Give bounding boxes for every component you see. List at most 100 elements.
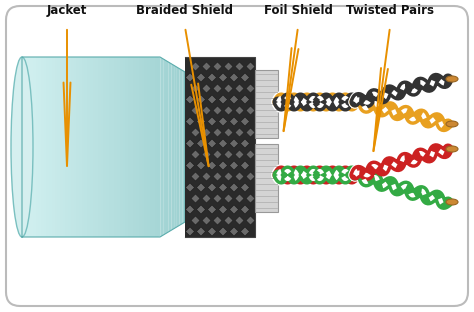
Ellipse shape [446,199,458,205]
Polygon shape [197,139,206,148]
Polygon shape [229,139,238,148]
Polygon shape [246,84,255,93]
Polygon shape [158,57,161,237]
Text: Foil Shield: Foil Shield [264,4,332,17]
Polygon shape [224,106,233,115]
Polygon shape [208,117,217,126]
Polygon shape [131,57,133,237]
Text: Jacket: Jacket [47,4,87,17]
Polygon shape [224,216,233,225]
Polygon shape [136,57,139,237]
Polygon shape [202,150,211,159]
Polygon shape [240,73,249,82]
Polygon shape [144,57,147,237]
Polygon shape [163,59,166,235]
Polygon shape [202,106,211,115]
Polygon shape [60,57,63,237]
Ellipse shape [446,121,458,127]
Polygon shape [246,150,255,159]
Polygon shape [224,172,233,181]
Polygon shape [76,57,79,237]
Polygon shape [229,183,238,192]
Polygon shape [68,57,71,237]
Bar [255,70,278,138]
Polygon shape [180,69,182,225]
Polygon shape [191,84,200,93]
Polygon shape [52,57,55,237]
Polygon shape [139,57,142,237]
Polygon shape [30,57,33,237]
Polygon shape [240,95,249,104]
Polygon shape [208,183,217,192]
Bar [255,144,278,212]
Polygon shape [246,216,255,225]
Polygon shape [142,57,144,237]
Polygon shape [191,106,200,115]
Ellipse shape [11,57,33,237]
Polygon shape [197,73,206,82]
Polygon shape [213,172,222,181]
Polygon shape [219,139,228,148]
Polygon shape [185,117,194,126]
Polygon shape [133,57,136,237]
FancyBboxPatch shape [6,6,468,306]
Polygon shape [235,106,244,115]
Polygon shape [219,227,228,236]
Polygon shape [197,117,206,126]
Polygon shape [235,216,244,225]
Polygon shape [197,95,206,104]
Polygon shape [125,57,128,237]
Polygon shape [208,139,217,148]
Polygon shape [224,194,233,203]
Polygon shape [153,57,155,237]
Polygon shape [202,216,211,225]
Polygon shape [213,150,222,159]
Polygon shape [55,57,57,237]
Polygon shape [182,71,185,224]
Polygon shape [202,194,211,203]
Polygon shape [213,216,222,225]
Polygon shape [208,205,217,214]
Polygon shape [219,73,228,82]
Polygon shape [90,57,92,237]
Polygon shape [36,57,38,237]
Polygon shape [202,62,211,71]
Polygon shape [84,57,87,237]
Polygon shape [98,57,101,237]
Polygon shape [197,227,206,236]
Polygon shape [109,57,112,237]
Polygon shape [46,57,49,237]
Polygon shape [166,61,169,233]
Polygon shape [219,183,228,192]
Polygon shape [95,57,98,237]
Polygon shape [208,73,217,82]
Polygon shape [246,172,255,181]
Polygon shape [224,84,233,93]
Polygon shape [122,57,125,237]
Polygon shape [155,57,158,237]
Polygon shape [240,205,249,214]
Polygon shape [240,139,249,148]
Polygon shape [229,73,238,82]
Polygon shape [41,57,44,237]
Polygon shape [117,57,120,237]
Polygon shape [63,57,65,237]
Polygon shape [79,57,82,237]
Polygon shape [38,57,41,237]
Polygon shape [197,183,206,192]
Polygon shape [103,57,106,237]
Polygon shape [246,106,255,115]
Polygon shape [191,172,200,181]
Polygon shape [174,66,177,228]
Polygon shape [219,205,228,214]
Polygon shape [172,64,174,230]
Polygon shape [197,161,206,170]
Polygon shape [191,150,200,159]
Polygon shape [65,57,68,237]
Polygon shape [185,205,194,214]
Bar [185,57,255,237]
Polygon shape [224,62,233,71]
Polygon shape [82,57,84,237]
Polygon shape [185,73,194,82]
Polygon shape [92,57,95,237]
